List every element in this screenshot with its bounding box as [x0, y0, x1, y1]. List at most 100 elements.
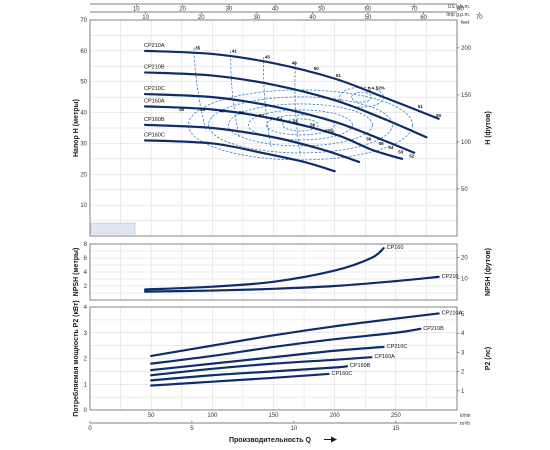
efficiency-contour	[208, 96, 393, 154]
curve-power-cp210b	[150, 327, 422, 365]
us-gpm-tick-label: 60	[365, 7, 372, 13]
mei-badge	[90, 222, 136, 235]
power-right-tick-label: 1	[461, 389, 465, 395]
lmin-tick-label: 100	[207, 413, 218, 419]
curve-npsh-cp210	[143, 275, 440, 293]
m3h-tick-label: 5	[190, 426, 194, 432]
head-left-tick-label: 20	[80, 172, 87, 178]
power-left-tick-label: 3	[84, 331, 88, 337]
power-left-tick-label: 2	[84, 357, 88, 363]
npsh-left-tick-label: 8	[84, 242, 88, 248]
efficiency-contour-upper	[351, 91, 372, 103]
power-right-tick-label: 2	[461, 370, 465, 376]
efficiency-contour	[282, 118, 319, 132]
head-left-tick-label: 60	[80, 49, 87, 55]
us-gpm-tick-label: 10	[133, 7, 140, 13]
curve-label-power-cp210a: CP210A	[442, 310, 463, 316]
panel-frame-power	[89, 306, 458, 411]
head-left-tick-label: 40	[80, 111, 87, 117]
npsh-left-tick-label: 6	[84, 256, 88, 262]
power-left-axis-title: Потребляемая мощность P2 (кВт)	[72, 300, 80, 416]
lmin-tick-label: 50	[148, 413, 155, 419]
power-right-tick-label: 4	[461, 331, 465, 337]
efficiency-label: 45	[265, 55, 271, 60]
head-right-tick-label: 100	[461, 140, 472, 146]
efficiency-label: 55	[293, 119, 299, 124]
m3h-tick-label: 15	[392, 426, 399, 432]
efficiency-label: 50	[239, 110, 245, 115]
head-right-tick-label: 50	[461, 187, 468, 193]
efficiency-label: 56	[366, 136, 372, 141]
imp-gpm-tick-label: 50	[365, 15, 372, 21]
x-axis-title: Производительность Q	[229, 437, 312, 444]
efficiency-label: 53	[398, 149, 404, 154]
power-right-axis-title: P2 (лс)	[485, 347, 492, 370]
power-left-tick-label: 4	[84, 305, 88, 311]
efficiency-line	[294, 63, 301, 156]
power-left-tick-label: 1	[84, 382, 88, 388]
power-right-tick-label: 5	[461, 312, 465, 318]
imp-gpm-tick-label: 40	[309, 15, 316, 21]
efficiency-contour	[266, 114, 335, 136]
efficiency-label: 54	[277, 116, 283, 121]
imp-gpm-tick-label: 30	[253, 15, 260, 21]
curve-power-cp210c	[150, 345, 385, 372]
curve-label-head-cp210b: CP210B	[144, 64, 165, 70]
efficiency-label: 52	[409, 153, 415, 158]
efficiency-line	[263, 57, 272, 147]
efficiency-label: 40	[179, 107, 185, 112]
efficiency-line	[193, 47, 207, 132]
curve-label-power-cp160b: CP160B	[350, 363, 371, 369]
curve-power-cp160b	[150, 365, 348, 382]
imp-gpm-unit-label: Imp g.p.m.	[446, 12, 470, 18]
efficiency-label: 44	[200, 107, 206, 112]
imp-gpm-tick-label: 10	[142, 15, 149, 21]
imp-gpm-tick-label: 20	[198, 15, 205, 21]
power-right-tick-label: 3	[461, 350, 465, 356]
curve-label-power-cp160a: CP160A	[374, 354, 395, 360]
lmin-unit-label: l/min	[460, 413, 471, 419]
head-right-tick-label: 150	[461, 93, 472, 99]
curve-label-npsh-cp160: CP160	[387, 245, 404, 251]
efficiency-label: 35	[195, 45, 201, 50]
curve-label-power-cp210b: CP210B	[423, 326, 444, 332]
grid-layer	[89, 19, 458, 411]
us-gpm-tick-label: 50	[318, 7, 325, 13]
curve-head-cp160c	[143, 139, 336, 173]
efficiency-label: 56	[310, 122, 316, 127]
curve-head-cp160b	[143, 123, 361, 164]
curve-head-cp210c	[143, 92, 416, 154]
imp-gpm-tick-label: 60	[420, 15, 427, 21]
head-left-axis-title: Напор H (метры)	[73, 99, 80, 157]
panel-frame-head	[89, 19, 458, 237]
efficiency-label: 50	[436, 113, 442, 118]
npsh-left-tick-label: 4	[84, 270, 88, 276]
curve-power-cp160a	[150, 356, 373, 377]
curve-label-power-cp160c: CP160C	[332, 371, 353, 377]
us-gpm-tick-label: 40	[272, 7, 279, 13]
lmin-tick-label: 200	[330, 413, 341, 419]
npsh-right-axis-title: NPSH (футов)	[485, 248, 492, 296]
head-left-tick-label: 30	[80, 141, 87, 147]
efficiency-label: 47	[220, 109, 226, 114]
frames-layer	[89, 3, 480, 443]
us-gpm-tick-label: 80	[457, 7, 464, 13]
efficiency-label: 51	[336, 73, 342, 78]
efficiency-label: 55	[379, 141, 385, 146]
efficiency-line	[230, 50, 240, 138]
curve-head-cp160a	[143, 105, 404, 160]
lmin-tick-label: 150	[268, 413, 279, 419]
curve-label-head-cp210a: CP210A	[144, 43, 165, 49]
lmin-tick-label: 250	[391, 413, 402, 419]
npsh-right-tick-label: 20	[461, 255, 468, 261]
curve-power-cp210a	[150, 312, 440, 358]
efficiency-label: 48	[292, 61, 298, 66]
head-left-tick-label: 50	[80, 80, 87, 86]
m3h-unit-label: m³/h	[460, 421, 470, 427]
curve-label-head-cp160b: CP160B	[144, 117, 165, 123]
curve-label-npsh-cp210: CP210	[442, 274, 459, 280]
efficiency-contour	[248, 109, 353, 141]
us-gpm-tick-label: 70	[411, 7, 418, 13]
efficiency-label: 50	[314, 66, 320, 71]
